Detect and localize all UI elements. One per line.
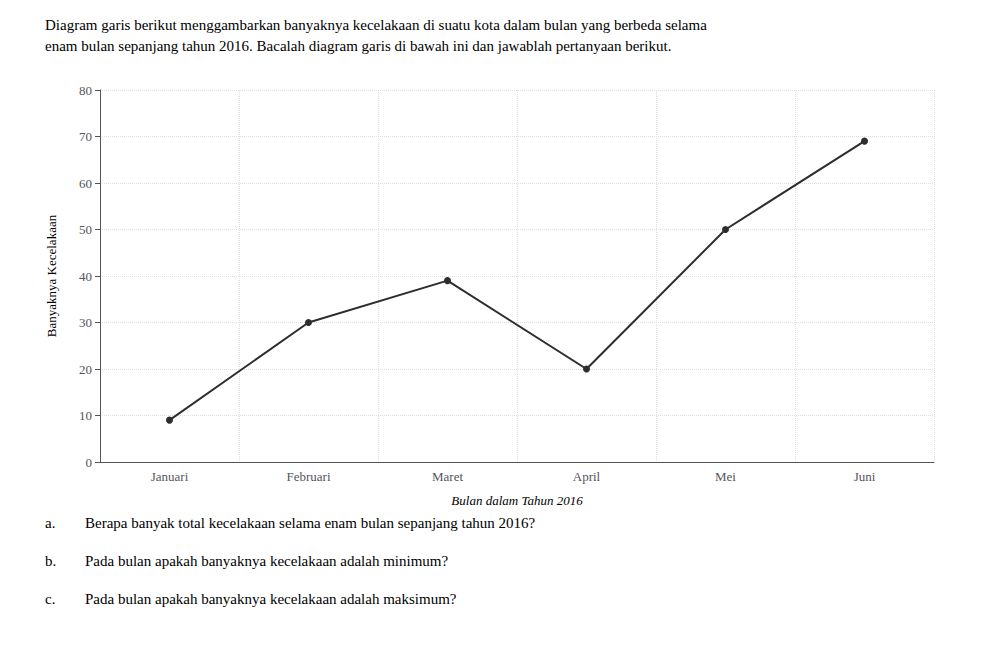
svg-text:60: 60 bbox=[79, 176, 92, 191]
svg-text:40: 40 bbox=[79, 269, 92, 284]
svg-text:b.: b. bbox=[45, 553, 56, 569]
svg-text:20: 20 bbox=[79, 362, 92, 377]
svg-text:enam bulan sepanjang tahun 201: enam bulan sepanjang tahun 2016. Bacalah… bbox=[45, 38, 671, 54]
svg-text:Pada bulan apakah banyaknya ke: Pada bulan apakah banyaknya kecelakaan a… bbox=[85, 591, 457, 607]
svg-text:c.: c. bbox=[45, 591, 55, 607]
svg-text:April: April bbox=[573, 469, 601, 484]
svg-text:0: 0 bbox=[86, 455, 93, 470]
svg-text:50: 50 bbox=[79, 222, 92, 237]
svg-text:Juni: Juni bbox=[854, 469, 876, 484]
svg-text:Februari: Februari bbox=[286, 469, 330, 484]
svg-text:Mei: Mei bbox=[715, 469, 736, 484]
svg-text:Berapa banyak total kecelakaan: Berapa banyak total kecelakaan selama en… bbox=[85, 515, 536, 531]
svg-text:Pada bulan apakah banyaknya ke: Pada bulan apakah banyaknya kecelakaan a… bbox=[85, 553, 449, 569]
svg-text:80: 80 bbox=[79, 83, 92, 98]
svg-text:30: 30 bbox=[79, 315, 92, 330]
svg-text:Januari: Januari bbox=[151, 469, 189, 484]
svg-text:70: 70 bbox=[79, 129, 92, 144]
svg-text:Banyaknya Kecelakaan: Banyaknya Kecelakaan bbox=[44, 214, 59, 337]
svg-text:Bulan dalam Tahun 2016: Bulan dalam Tahun 2016 bbox=[451, 493, 583, 508]
svg-text:a.: a. bbox=[45, 515, 55, 531]
svg-text:Diagram garis berikut menggamb: Diagram garis berikut menggambarkan bany… bbox=[45, 17, 707, 33]
svg-text:10: 10 bbox=[79, 408, 92, 423]
svg-text:Maret: Maret bbox=[432, 469, 463, 484]
